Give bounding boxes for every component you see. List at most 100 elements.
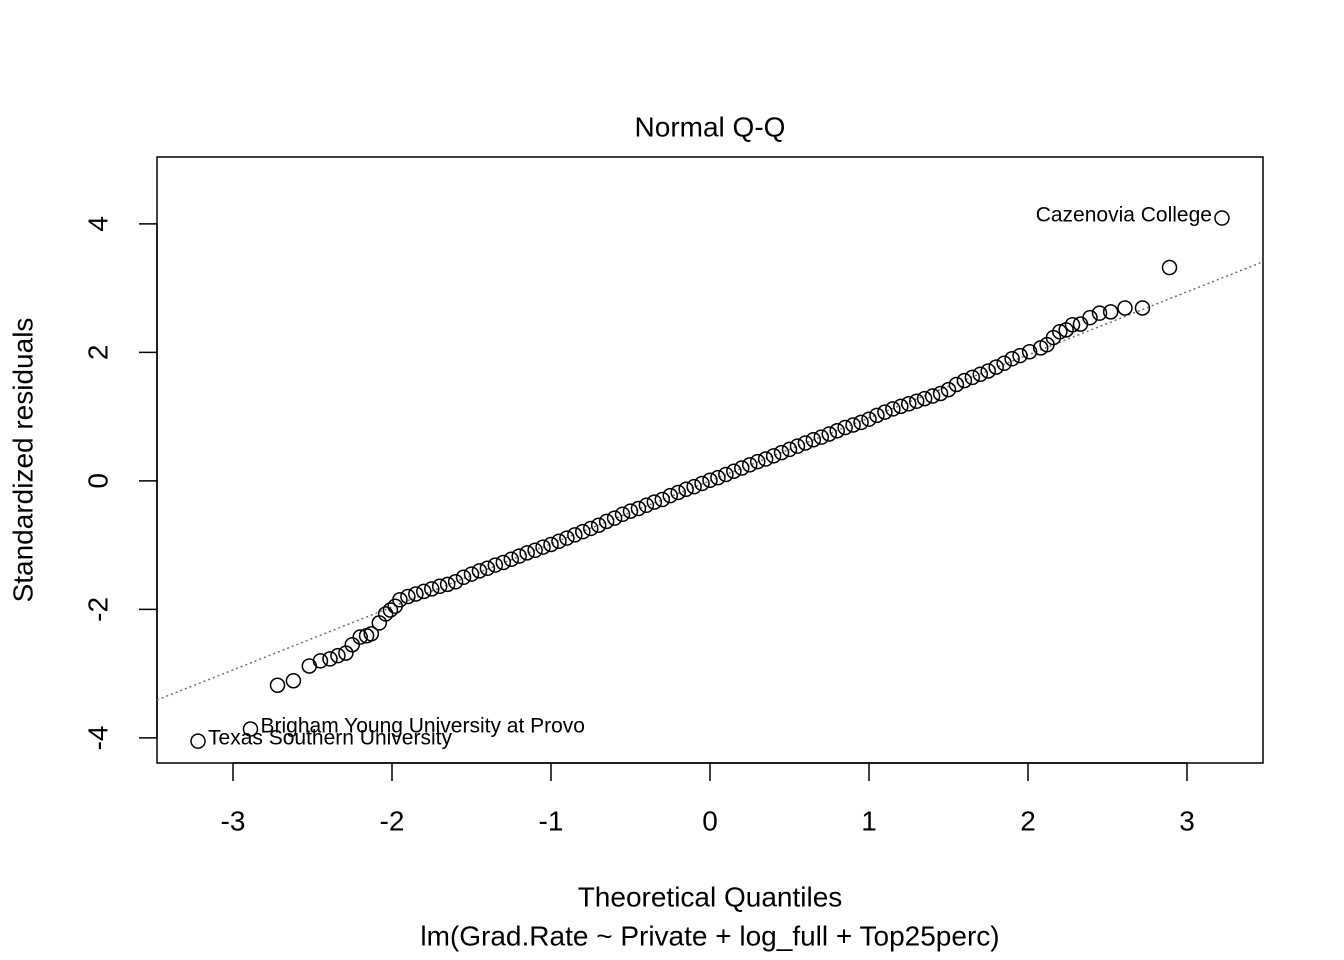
- point: [487, 557, 504, 573]
- point: [718, 466, 734, 483]
- point: [726, 463, 742, 479]
- point: [948, 376, 965, 393]
- point: [940, 381, 957, 398]
- reference-line: [156, 261, 1264, 701]
- point: [845, 417, 861, 433]
- x-tick-label: -1: [539, 805, 564, 836]
- point: [908, 393, 925, 409]
- point: [344, 637, 361, 653]
- point: [654, 491, 671, 508]
- point: [590, 517, 607, 533]
- point: [543, 536, 559, 553]
- point: [1004, 351, 1020, 367]
- y-tick-label: -4: [82, 725, 113, 750]
- y-tick-label: 4: [82, 216, 113, 232]
- point: [837, 419, 853, 436]
- point: [893, 398, 909, 415]
- point: [416, 583, 432, 600]
- point: [885, 401, 901, 417]
- point: [686, 478, 702, 495]
- point: [559, 530, 575, 546]
- point: [630, 500, 647, 517]
- y-tick-label: 0: [82, 473, 113, 489]
- x-tick-label: 3: [1179, 805, 1195, 836]
- point: [853, 414, 869, 431]
- x-axis-label: Theoretical Quantiles: [578, 881, 843, 912]
- plot-frame: [156, 156, 1264, 764]
- point: [877, 404, 893, 420]
- point: [1117, 300, 1133, 316]
- point: [527, 542, 543, 559]
- point: [535, 539, 551, 555]
- x-tick-label: 0: [702, 805, 718, 836]
- point: [352, 629, 368, 645]
- point: [503, 551, 520, 568]
- point: [424, 581, 440, 597]
- point: [285, 672, 302, 689]
- point: [567, 527, 583, 543]
- point: [749, 453, 766, 470]
- point: [670, 484, 686, 501]
- point: [972, 366, 989, 382]
- point: [598, 513, 615, 530]
- point: [363, 626, 380, 642]
- point: [789, 438, 806, 454]
- point: [322, 651, 338, 667]
- point: [964, 369, 981, 386]
- point: [455, 569, 472, 586]
- point: [1012, 347, 1028, 364]
- point: [694, 475, 710, 492]
- point: [988, 359, 1004, 375]
- point: [511, 548, 527, 564]
- point: [1021, 343, 1038, 360]
- point: [797, 435, 814, 451]
- point: [377, 606, 394, 622]
- point: [829, 423, 845, 439]
- point: [400, 588, 416, 605]
- point: [932, 385, 949, 402]
- x-tick-label: 2: [1020, 805, 1036, 836]
- point-label: Texas Southern University: [208, 727, 452, 750]
- point: [757, 451, 774, 467]
- y-tick-label: -2: [82, 597, 113, 622]
- point: [678, 481, 694, 497]
- point: [900, 396, 917, 412]
- y-axis-label: Standardized residuals: [7, 318, 38, 603]
- point: [242, 721, 259, 737]
- point: [1072, 316, 1089, 332]
- point: [1161, 259, 1178, 276]
- point: [813, 429, 830, 445]
- point: [1134, 300, 1151, 316]
- point-label: Brigham Young University at Provo: [260, 714, 585, 737]
- point: [741, 457, 758, 473]
- subtitle: lm(Grad.Rate ~ Private + log_full + Top2…: [420, 920, 999, 951]
- point: [781, 441, 798, 458]
- point: [956, 372, 973, 389]
- point: [606, 510, 623, 526]
- point: [408, 586, 424, 602]
- point: [1082, 309, 1098, 326]
- point: [1052, 324, 1068, 340]
- point: [614, 506, 631, 523]
- point: [980, 363, 996, 379]
- point: [190, 733, 206, 749]
- point: [1102, 304, 1119, 320]
- point: [1091, 305, 1108, 321]
- point: [805, 432, 822, 448]
- point: [471, 563, 488, 579]
- x-tick-label: -2: [380, 805, 405, 836]
- x-tick-label: 1: [861, 805, 877, 836]
- point: [269, 677, 286, 693]
- point: [622, 503, 639, 519]
- point: [1064, 316, 1081, 333]
- point: [1214, 210, 1230, 226]
- point: [439, 576, 456, 593]
- point: [463, 566, 480, 582]
- point: [710, 469, 726, 486]
- point: [861, 411, 877, 427]
- point: [734, 460, 750, 476]
- chart-title: Normal Q-Q: [635, 111, 786, 142]
- point: [702, 472, 718, 488]
- point: [330, 647, 346, 664]
